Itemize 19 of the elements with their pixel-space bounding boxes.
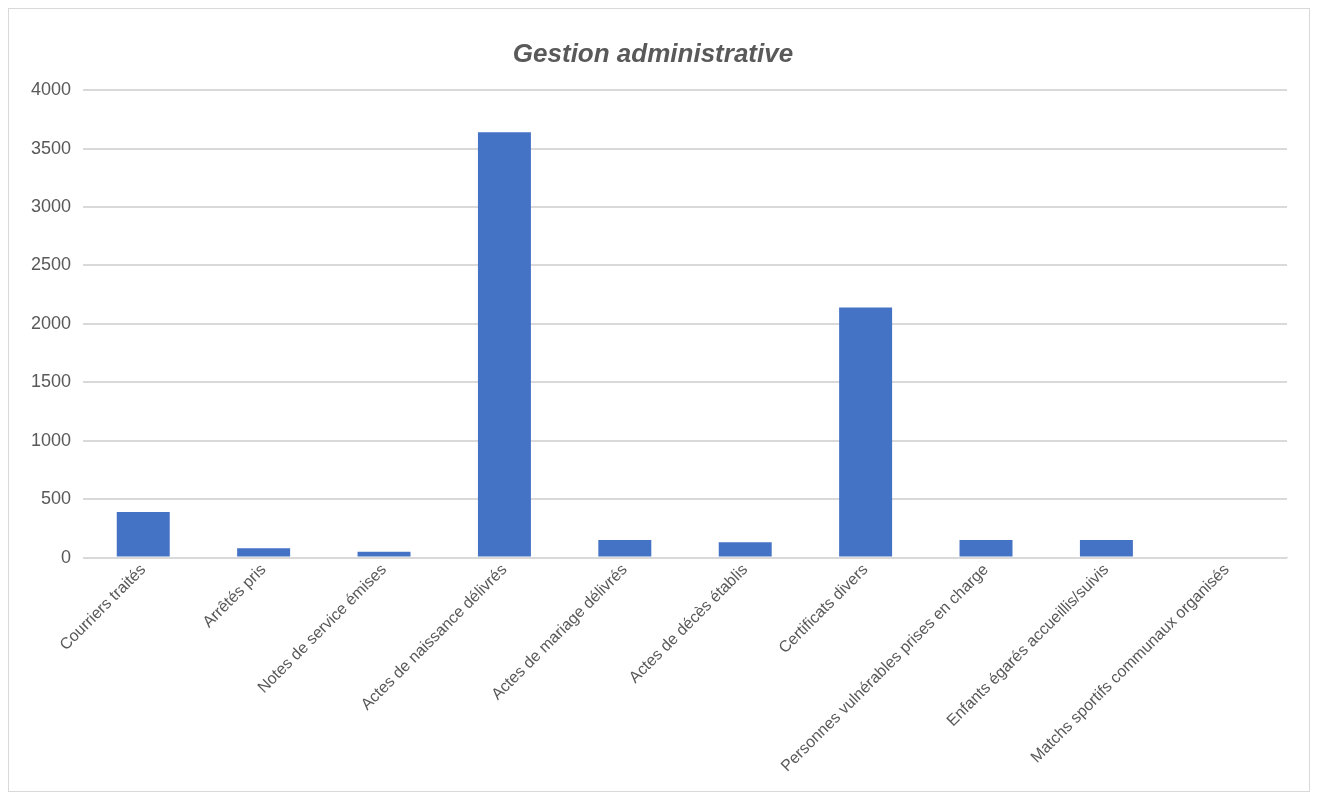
y-tick-label: 1000 [31,429,72,450]
bar [959,540,1013,557]
bar [839,307,893,557]
chart-title: Gestion administrative [512,37,794,68]
y-tick-label: 1500 [31,371,72,392]
y-tick-label: 3000 [31,196,72,216]
y-tick-label: 0 [61,546,72,567]
bar [237,548,291,557]
bar [1079,540,1133,557]
y-tick-label: 2500 [31,254,72,275]
bar [598,540,652,557]
bar [718,542,772,557]
y-tick-label: 500 [41,488,72,509]
bar [477,132,531,557]
y-tick-label: 4000 [31,79,72,100]
y-tick-label: 3500 [31,137,72,158]
bar [357,551,411,557]
y-tick-label: 2000 [31,312,72,333]
bar [116,511,170,557]
